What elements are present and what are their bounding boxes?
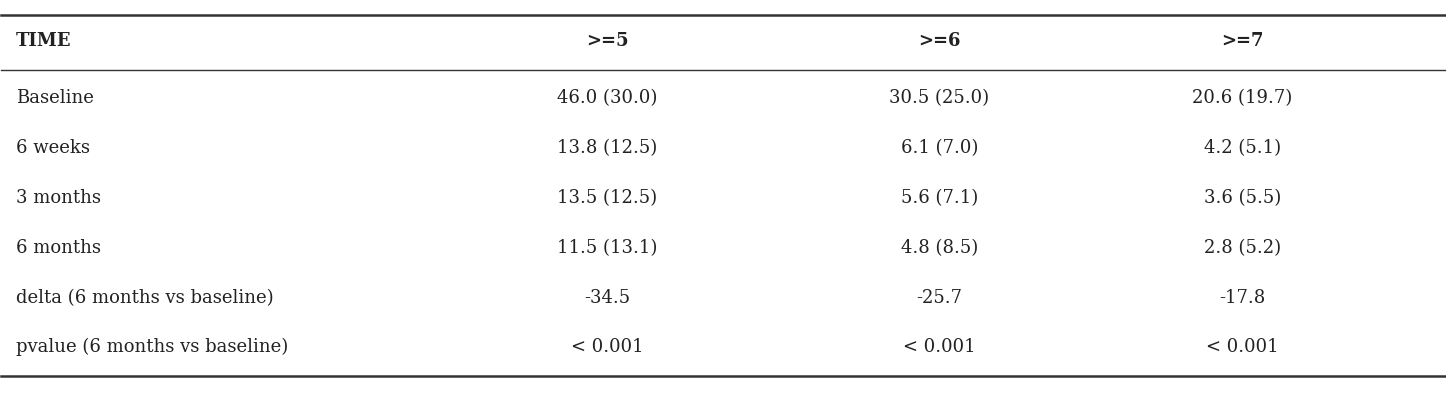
Text: 46.0 (30.0): 46.0 (30.0): [557, 90, 658, 108]
Text: 6.1 (7.0): 6.1 (7.0): [901, 139, 977, 157]
Text: 20.6 (19.7): 20.6 (19.7): [1193, 90, 1293, 108]
Text: 6 weeks: 6 weeks: [16, 139, 90, 157]
Text: >=7: >=7: [1222, 32, 1264, 50]
Text: >=5: >=5: [586, 32, 629, 50]
Text: -25.7: -25.7: [917, 288, 963, 306]
Text: 5.6 (7.1): 5.6 (7.1): [901, 189, 977, 207]
Text: 11.5 (13.1): 11.5 (13.1): [557, 239, 658, 257]
Text: Baseline: Baseline: [16, 90, 94, 108]
Text: < 0.001: < 0.001: [904, 338, 976, 356]
Text: < 0.001: < 0.001: [1206, 338, 1278, 356]
Text: 4.2 (5.1): 4.2 (5.1): [1205, 139, 1281, 157]
Text: 2.8 (5.2): 2.8 (5.2): [1205, 239, 1281, 257]
Text: >=6: >=6: [918, 32, 960, 50]
Text: 6 months: 6 months: [16, 239, 101, 257]
Text: -34.5: -34.5: [584, 288, 630, 306]
Text: < 0.001: < 0.001: [571, 338, 643, 356]
Text: 3.6 (5.5): 3.6 (5.5): [1205, 189, 1281, 207]
Text: 30.5 (25.0): 30.5 (25.0): [889, 90, 989, 108]
Text: TIME: TIME: [16, 32, 71, 50]
Text: 4.8 (8.5): 4.8 (8.5): [901, 239, 977, 257]
Text: pvalue (6 months vs baseline): pvalue (6 months vs baseline): [16, 338, 288, 356]
Text: 3 months: 3 months: [16, 189, 101, 207]
Text: -17.8: -17.8: [1219, 288, 1265, 306]
Text: 13.5 (12.5): 13.5 (12.5): [558, 189, 658, 207]
Text: 13.8 (12.5): 13.8 (12.5): [557, 139, 658, 157]
Text: delta (6 months vs baseline): delta (6 months vs baseline): [16, 288, 273, 306]
